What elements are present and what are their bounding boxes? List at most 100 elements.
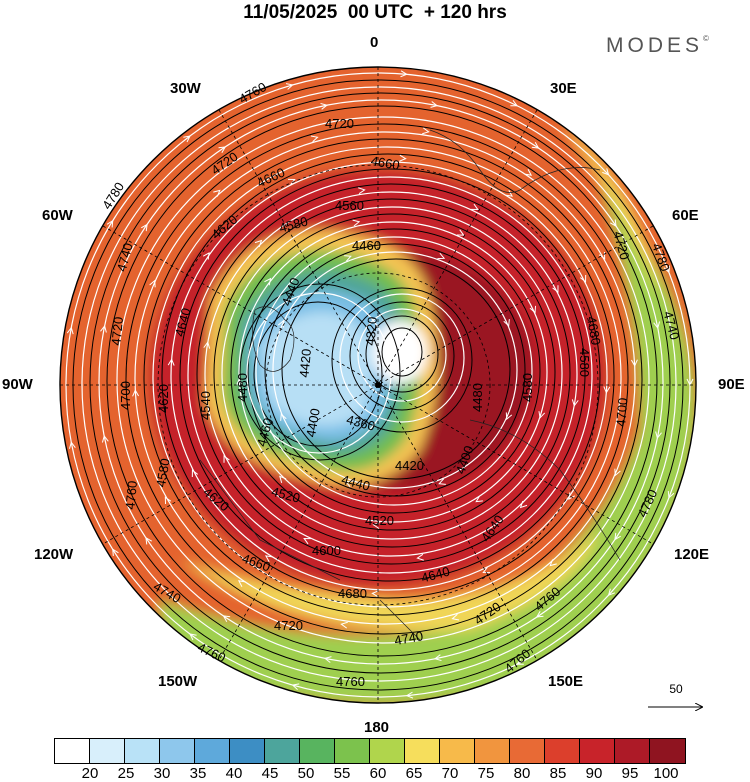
contour-line [247, 228, 541, 514]
streamline [204, 191, 578, 557]
contour-line [365, 315, 439, 393]
coastline-bering [379, 599, 421, 641]
contour-label: 4720 [610, 230, 632, 262]
colorbar-tick-label: 40 [225, 765, 243, 782]
wind-arrowhead [430, 101, 439, 108]
contour-label: 4480 [235, 373, 250, 402]
lon-label-30w: 30W [170, 80, 201, 97]
wind-arrowhead [145, 536, 153, 545]
streamline [116, 116, 650, 644]
colorbar-tick-label: 25 [117, 765, 135, 782]
streamline [339, 293, 465, 423]
wind-arrowhead [141, 223, 148, 232]
reference-vector-label: 50 [669, 682, 683, 696]
wind-arrowhead [189, 633, 197, 641]
wind-arrowhead [438, 478, 446, 485]
wind-arrowhead [310, 135, 319, 143]
colorbar-tick-label: 65 [405, 765, 423, 782]
wind-arrowhead [291, 683, 300, 690]
meridian-30w-150e [218, 109, 538, 661]
shade-low-center [372, 320, 428, 384]
colorbar-swatch [650, 739, 685, 763]
wind-arrowhead [663, 265, 671, 274]
wind-arrowhead [236, 378, 243, 386]
streamline [170, 161, 608, 591]
streamline [255, 236, 533, 506]
logo-text: MODES [606, 34, 704, 57]
colorbar-swatch [230, 739, 265, 763]
wind-arrowhead [399, 154, 407, 162]
wind-arrowhead [456, 229, 465, 236]
lon-label-150e: 150E [548, 673, 584, 690]
colorbar-tick-label: 45 [261, 765, 279, 782]
colorbar-swatch [405, 739, 440, 763]
wind-arrowhead [653, 321, 661, 330]
wind-arrowhead [519, 500, 528, 509]
lon-label-120e: 120E [674, 546, 710, 563]
contour-line [381, 327, 423, 377]
contour-label: 4560 [335, 198, 364, 213]
wind-arrowhead [437, 252, 446, 260]
coastline-greenland [252, 306, 295, 372]
contour-label: 4740 [393, 628, 424, 648]
wind-arrowhead [254, 239, 263, 248]
wind-arrowhead [475, 495, 483, 503]
lon-label-90w: 90W [2, 376, 33, 393]
streamline [187, 176, 593, 574]
lon-label-120w: 120W [34, 546, 74, 563]
contour-label: 4520 [365, 513, 394, 528]
wind-arrowhead [323, 656, 332, 663]
wind-arrowhead [471, 203, 479, 211]
colorbar-tick-label: 100 [653, 765, 679, 782]
colorbar-tick-label: 70 [441, 765, 459, 782]
contour-label: 4420 [395, 458, 424, 473]
coastline-siberia [469, 419, 621, 561]
contour-line [179, 168, 601, 582]
colorbar-swatch [125, 739, 160, 763]
contour-label: 4540 [198, 391, 213, 420]
reference-vector: 50 [646, 682, 706, 717]
contour-label: 4680 [338, 586, 367, 601]
wind-arrowhead [320, 102, 329, 110]
colorbar [54, 738, 686, 764]
wind-arrowhead [510, 100, 519, 107]
wind-arrowhead [516, 658, 524, 665]
colorbar-swatch [195, 739, 230, 763]
wind-arrowhead [285, 83, 294, 90]
wind-arrowhead [568, 492, 576, 501]
wind-arrowhead [106, 219, 114, 228]
contour-label: 4760 [336, 674, 365, 689]
contour-label: 4680 [584, 315, 604, 346]
contour-label: 4760 [122, 480, 139, 510]
wind-arrowhead [579, 275, 587, 283]
wind-arrowhead [451, 613, 460, 621]
colorbar-tick-label: 60 [369, 765, 387, 782]
wind-arrowhead [202, 251, 210, 260]
wind-arrowhead [167, 358, 175, 366]
wind-arrowhead [405, 691, 414, 699]
lon-label-60w: 60W [42, 207, 73, 224]
contour-label: 4640 [172, 306, 194, 338]
wind-arrowhead [529, 305, 537, 314]
contour-label: 4740 [660, 310, 682, 342]
wind-arrowhead [482, 566, 490, 574]
wind-arrowhead [535, 610, 544, 618]
contour-label: 4640 [420, 564, 452, 586]
colorbar-swatch [440, 739, 475, 763]
streamline [221, 206, 563, 540]
contour-line [143, 138, 629, 616]
streamline [98, 99, 664, 665]
colorbar-tick-label: 55 [333, 765, 351, 782]
colorbar-tick-label: 95 [621, 765, 639, 782]
wind-arrowhead [503, 319, 510, 327]
wind-arrowhead [655, 431, 662, 440]
contour-line [125, 123, 643, 635]
wind-arrowhead [538, 411, 546, 419]
coastline-canada [199, 459, 341, 581]
modes-logo: MODES© [606, 34, 709, 58]
wind-arrowhead [552, 285, 559, 293]
colorbar-swatch [265, 739, 300, 763]
coastline-scandinavia [429, 129, 601, 193]
colorbar-swatch [615, 739, 650, 763]
